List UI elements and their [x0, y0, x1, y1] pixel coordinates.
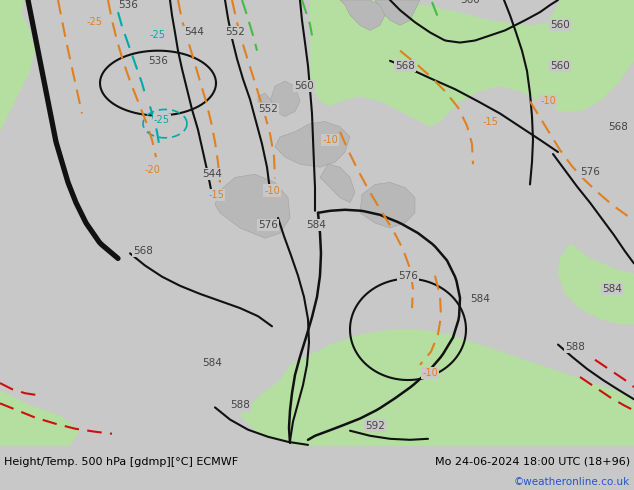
Text: 568: 568 — [395, 61, 415, 71]
Text: 536: 536 — [148, 56, 168, 66]
Text: -25: -25 — [87, 17, 103, 27]
Polygon shape — [558, 243, 634, 324]
Text: 552: 552 — [225, 27, 245, 37]
Text: 560: 560 — [294, 81, 314, 91]
Text: 584: 584 — [306, 220, 326, 230]
Text: -15: -15 — [482, 117, 498, 126]
Polygon shape — [0, 390, 80, 446]
Text: 592: 592 — [365, 420, 385, 431]
Text: 588: 588 — [565, 342, 585, 352]
Polygon shape — [215, 174, 290, 238]
Text: -10: -10 — [264, 186, 280, 196]
Text: 576: 576 — [580, 167, 600, 177]
Text: 584: 584 — [470, 294, 490, 304]
Text: 560: 560 — [460, 0, 480, 5]
Polygon shape — [275, 122, 350, 167]
Text: 536: 536 — [118, 0, 138, 10]
Text: -10: -10 — [322, 135, 338, 145]
Polygon shape — [360, 182, 415, 228]
Polygon shape — [540, 0, 634, 86]
Text: 576: 576 — [398, 270, 418, 281]
Text: -25: -25 — [150, 30, 166, 41]
Text: 544: 544 — [202, 170, 222, 179]
Text: 568: 568 — [608, 122, 628, 132]
Polygon shape — [375, 0, 420, 25]
Polygon shape — [0, 0, 35, 132]
Text: 560: 560 — [550, 61, 570, 71]
Text: -20: -20 — [144, 165, 160, 175]
Text: -10: -10 — [422, 368, 438, 378]
Text: 560: 560 — [550, 21, 570, 30]
Polygon shape — [258, 93, 272, 112]
Polygon shape — [270, 81, 300, 117]
Text: 544: 544 — [184, 27, 204, 37]
Polygon shape — [0, 0, 25, 50]
Text: -10: -10 — [540, 97, 556, 106]
Text: Mo 24-06-2024 18:00 UTC (18+96): Mo 24-06-2024 18:00 UTC (18+96) — [435, 457, 630, 467]
Text: -25: -25 — [154, 115, 170, 124]
Text: 552: 552 — [258, 104, 278, 115]
Text: ©weatheronline.co.uk: ©weatheronline.co.uk — [514, 477, 630, 487]
Text: -15: -15 — [208, 190, 224, 199]
Text: 576: 576 — [258, 220, 278, 230]
Text: 568: 568 — [133, 246, 153, 256]
Polygon shape — [310, 0, 634, 127]
Text: 584: 584 — [202, 358, 222, 368]
Polygon shape — [340, 0, 385, 30]
Polygon shape — [240, 329, 634, 446]
Polygon shape — [320, 164, 355, 203]
Text: Height/Temp. 500 hPa [gdmp][°C] ECMWF: Height/Temp. 500 hPa [gdmp][°C] ECMWF — [4, 457, 238, 467]
Text: 588: 588 — [230, 400, 250, 410]
Text: 584: 584 — [602, 284, 622, 294]
